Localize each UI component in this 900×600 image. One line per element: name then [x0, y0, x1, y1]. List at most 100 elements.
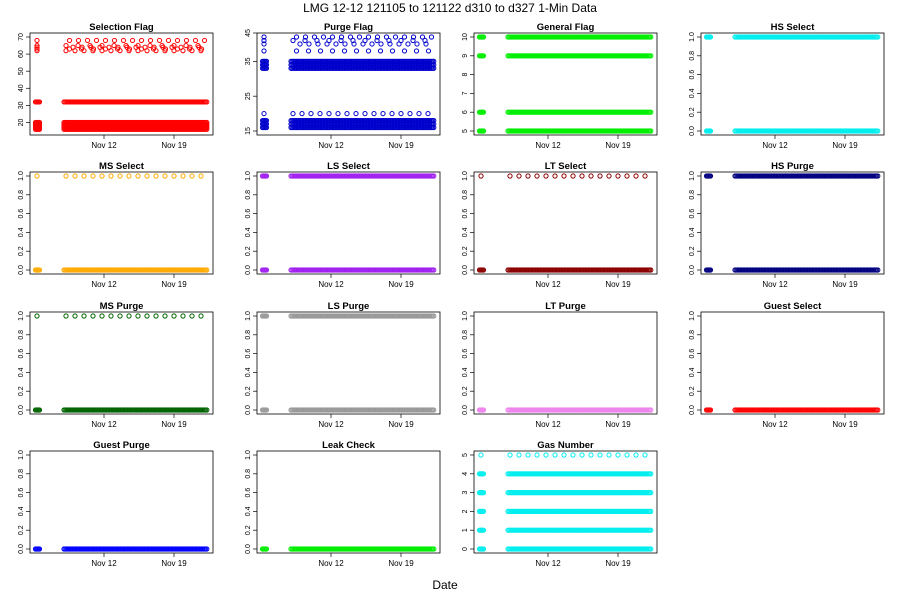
- panel-title: Selection Flag: [89, 22, 154, 33]
- data-point: [174, 37, 181, 44]
- panel-title: Guest Select: [764, 301, 822, 312]
- data-point: [183, 37, 190, 44]
- y-tick-label: 0.0: [245, 265, 252, 275]
- y-tick-label: 0.2: [462, 246, 469, 256]
- y-tick-label: 0.2: [18, 525, 25, 535]
- data-point: [135, 42, 141, 49]
- data-point: [159, 42, 165, 49]
- data-point: [171, 313, 177, 319]
- x-tick-label: Nov 19: [388, 141, 414, 150]
- data-point: [507, 173, 513, 179]
- y-tick-label: 40: [18, 84, 25, 92]
- data-point: [180, 173, 186, 179]
- y-tick-label: 0.8: [18, 190, 25, 200]
- y-tick-label: 0.8: [245, 330, 252, 340]
- y-tick-label: 0.2: [245, 525, 252, 535]
- plot-frame: [700, 171, 885, 275]
- data-point: [365, 48, 372, 54]
- data-point: [398, 110, 404, 117]
- x-tick-label: Nov 19: [161, 141, 187, 150]
- data-point: [204, 99, 210, 105]
- y-tick-label: 1.0: [462, 171, 469, 181]
- data-points: [32, 313, 210, 413]
- x-tick-label: Nov 12: [762, 420, 788, 429]
- data-points: [259, 34, 437, 131]
- plot-frame: [29, 450, 214, 554]
- data-point: [329, 34, 336, 40]
- y-tick-label: 0.0: [689, 126, 696, 136]
- data-point: [410, 34, 417, 40]
- data-point: [189, 173, 195, 179]
- data-point: [153, 173, 159, 179]
- y-tick-label: 1: [462, 528, 469, 532]
- y-tick-label: 0.8: [689, 51, 696, 61]
- data-point: [263, 173, 270, 179]
- y-tick-label: 1.0: [245, 311, 252, 321]
- data-point: [261, 37, 267, 44]
- y-tick-label: 7: [462, 91, 469, 95]
- data-point: [72, 173, 78, 179]
- data-point: [398, 37, 404, 44]
- data-point: [111, 42, 117, 49]
- data-point: [153, 313, 159, 319]
- x-tick-label: Nov 12: [762, 141, 788, 150]
- data-point: [552, 173, 558, 179]
- data-point: [326, 37, 332, 44]
- data-point: [365, 34, 372, 40]
- data-point: [147, 42, 153, 49]
- data-point: [171, 42, 177, 49]
- data-point: [378, 41, 384, 47]
- y-tick-label: 25: [245, 92, 252, 100]
- data-point: [579, 173, 585, 179]
- panel-title: Leak Check: [322, 440, 376, 451]
- data-point: [648, 128, 654, 134]
- data-point: [293, 48, 300, 54]
- data-point: [123, 42, 129, 49]
- x-tick-label: Nov 19: [388, 280, 414, 289]
- data-point: [93, 37, 100, 44]
- x-tick-label: Nov 19: [161, 280, 187, 289]
- x-tick-label: Nov 12: [318, 420, 344, 429]
- data-point: [338, 34, 345, 40]
- data-point: [326, 110, 332, 117]
- data-point: [606, 173, 612, 179]
- data-point: [102, 37, 109, 44]
- data-point: [36, 267, 43, 273]
- y-tick-label: 1.0: [18, 171, 25, 181]
- data-point: [36, 99, 43, 105]
- data-point: [341, 48, 348, 54]
- data-point: [302, 34, 309, 40]
- data-point: [401, 34, 408, 40]
- data-point: [306, 41, 312, 47]
- y-tick-label: 0.4: [245, 506, 252, 516]
- y-tick-label: 5: [462, 129, 469, 133]
- data-point: [431, 58, 437, 64]
- data-point: [386, 37, 392, 44]
- data-point: [144, 173, 150, 179]
- data-points: [476, 34, 654, 134]
- plot-frame: [256, 311, 441, 415]
- data-point: [195, 42, 201, 49]
- data-point: [66, 37, 73, 44]
- data-point: [480, 128, 487, 134]
- data-point: [183, 42, 189, 49]
- data-point: [374, 37, 380, 44]
- y-tick-label: 0.0: [18, 405, 25, 415]
- data-point: [261, 34, 267, 40]
- data-point: [34, 313, 40, 319]
- y-tick-label: 5: [462, 453, 469, 457]
- data-point: [34, 42, 40, 49]
- y-tick-label: 0.8: [689, 330, 696, 340]
- data-point: [63, 42, 69, 49]
- y-tick-label: 15: [245, 127, 252, 135]
- data-point: [416, 110, 422, 117]
- data-point: [353, 110, 359, 117]
- y-tick-label: 70: [18, 33, 25, 41]
